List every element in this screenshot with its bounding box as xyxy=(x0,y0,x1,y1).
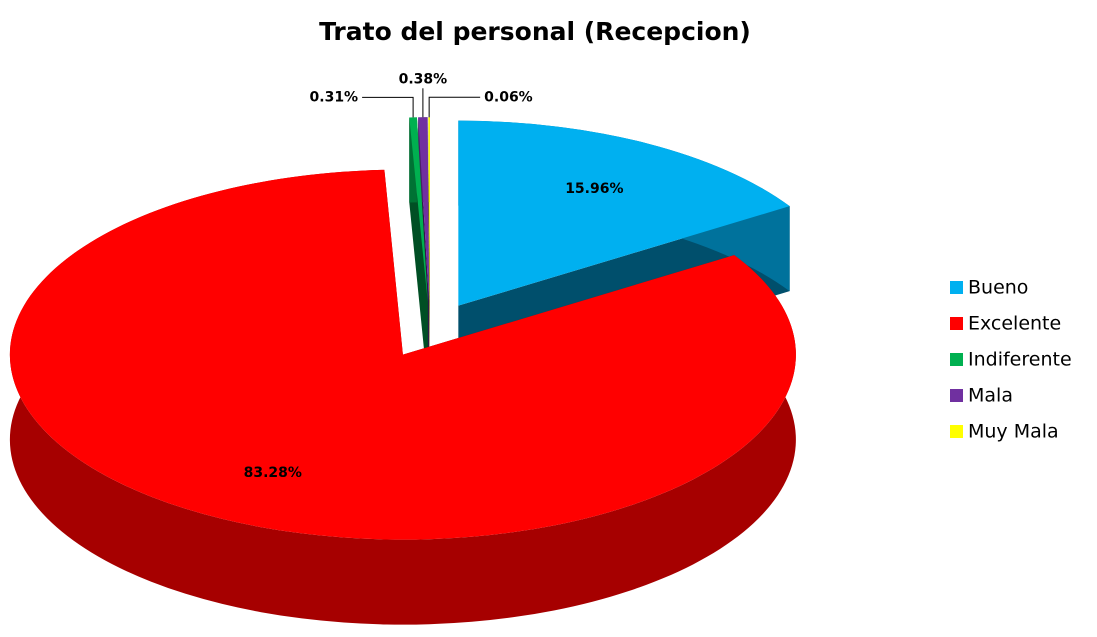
legend-label: Indiferente xyxy=(968,349,1072,371)
legend-swatch xyxy=(950,353,963,366)
pie-tops xyxy=(9,117,796,540)
value-label: 0.06% xyxy=(484,89,533,105)
slice xyxy=(418,117,430,303)
legend-swatch xyxy=(950,389,963,402)
chart-title: Trato del personal (Recepcion) xyxy=(319,17,751,46)
slice xyxy=(428,117,430,303)
legend-label: Muy Mala xyxy=(968,421,1059,443)
legend-label: Bueno xyxy=(968,277,1028,299)
legend-label: Excelente xyxy=(968,313,1061,335)
labels: 15.96% 83.28% 0.31% 0.38% 0.06% xyxy=(244,71,624,481)
slice xyxy=(9,169,796,540)
leader-line xyxy=(428,96,481,118)
leader-line xyxy=(362,96,414,118)
slice xyxy=(458,120,790,306)
legend-swatch xyxy=(950,281,963,294)
legend-swatch xyxy=(950,425,963,438)
value-label: 0.31% xyxy=(310,89,359,105)
value-label: 0.38% xyxy=(399,71,448,87)
legend-label: Mala xyxy=(968,385,1013,407)
legend-swatch xyxy=(950,317,963,330)
value-label: 83.28% xyxy=(244,465,302,481)
value-label: 15.96% xyxy=(565,181,623,197)
slice xyxy=(409,117,428,303)
